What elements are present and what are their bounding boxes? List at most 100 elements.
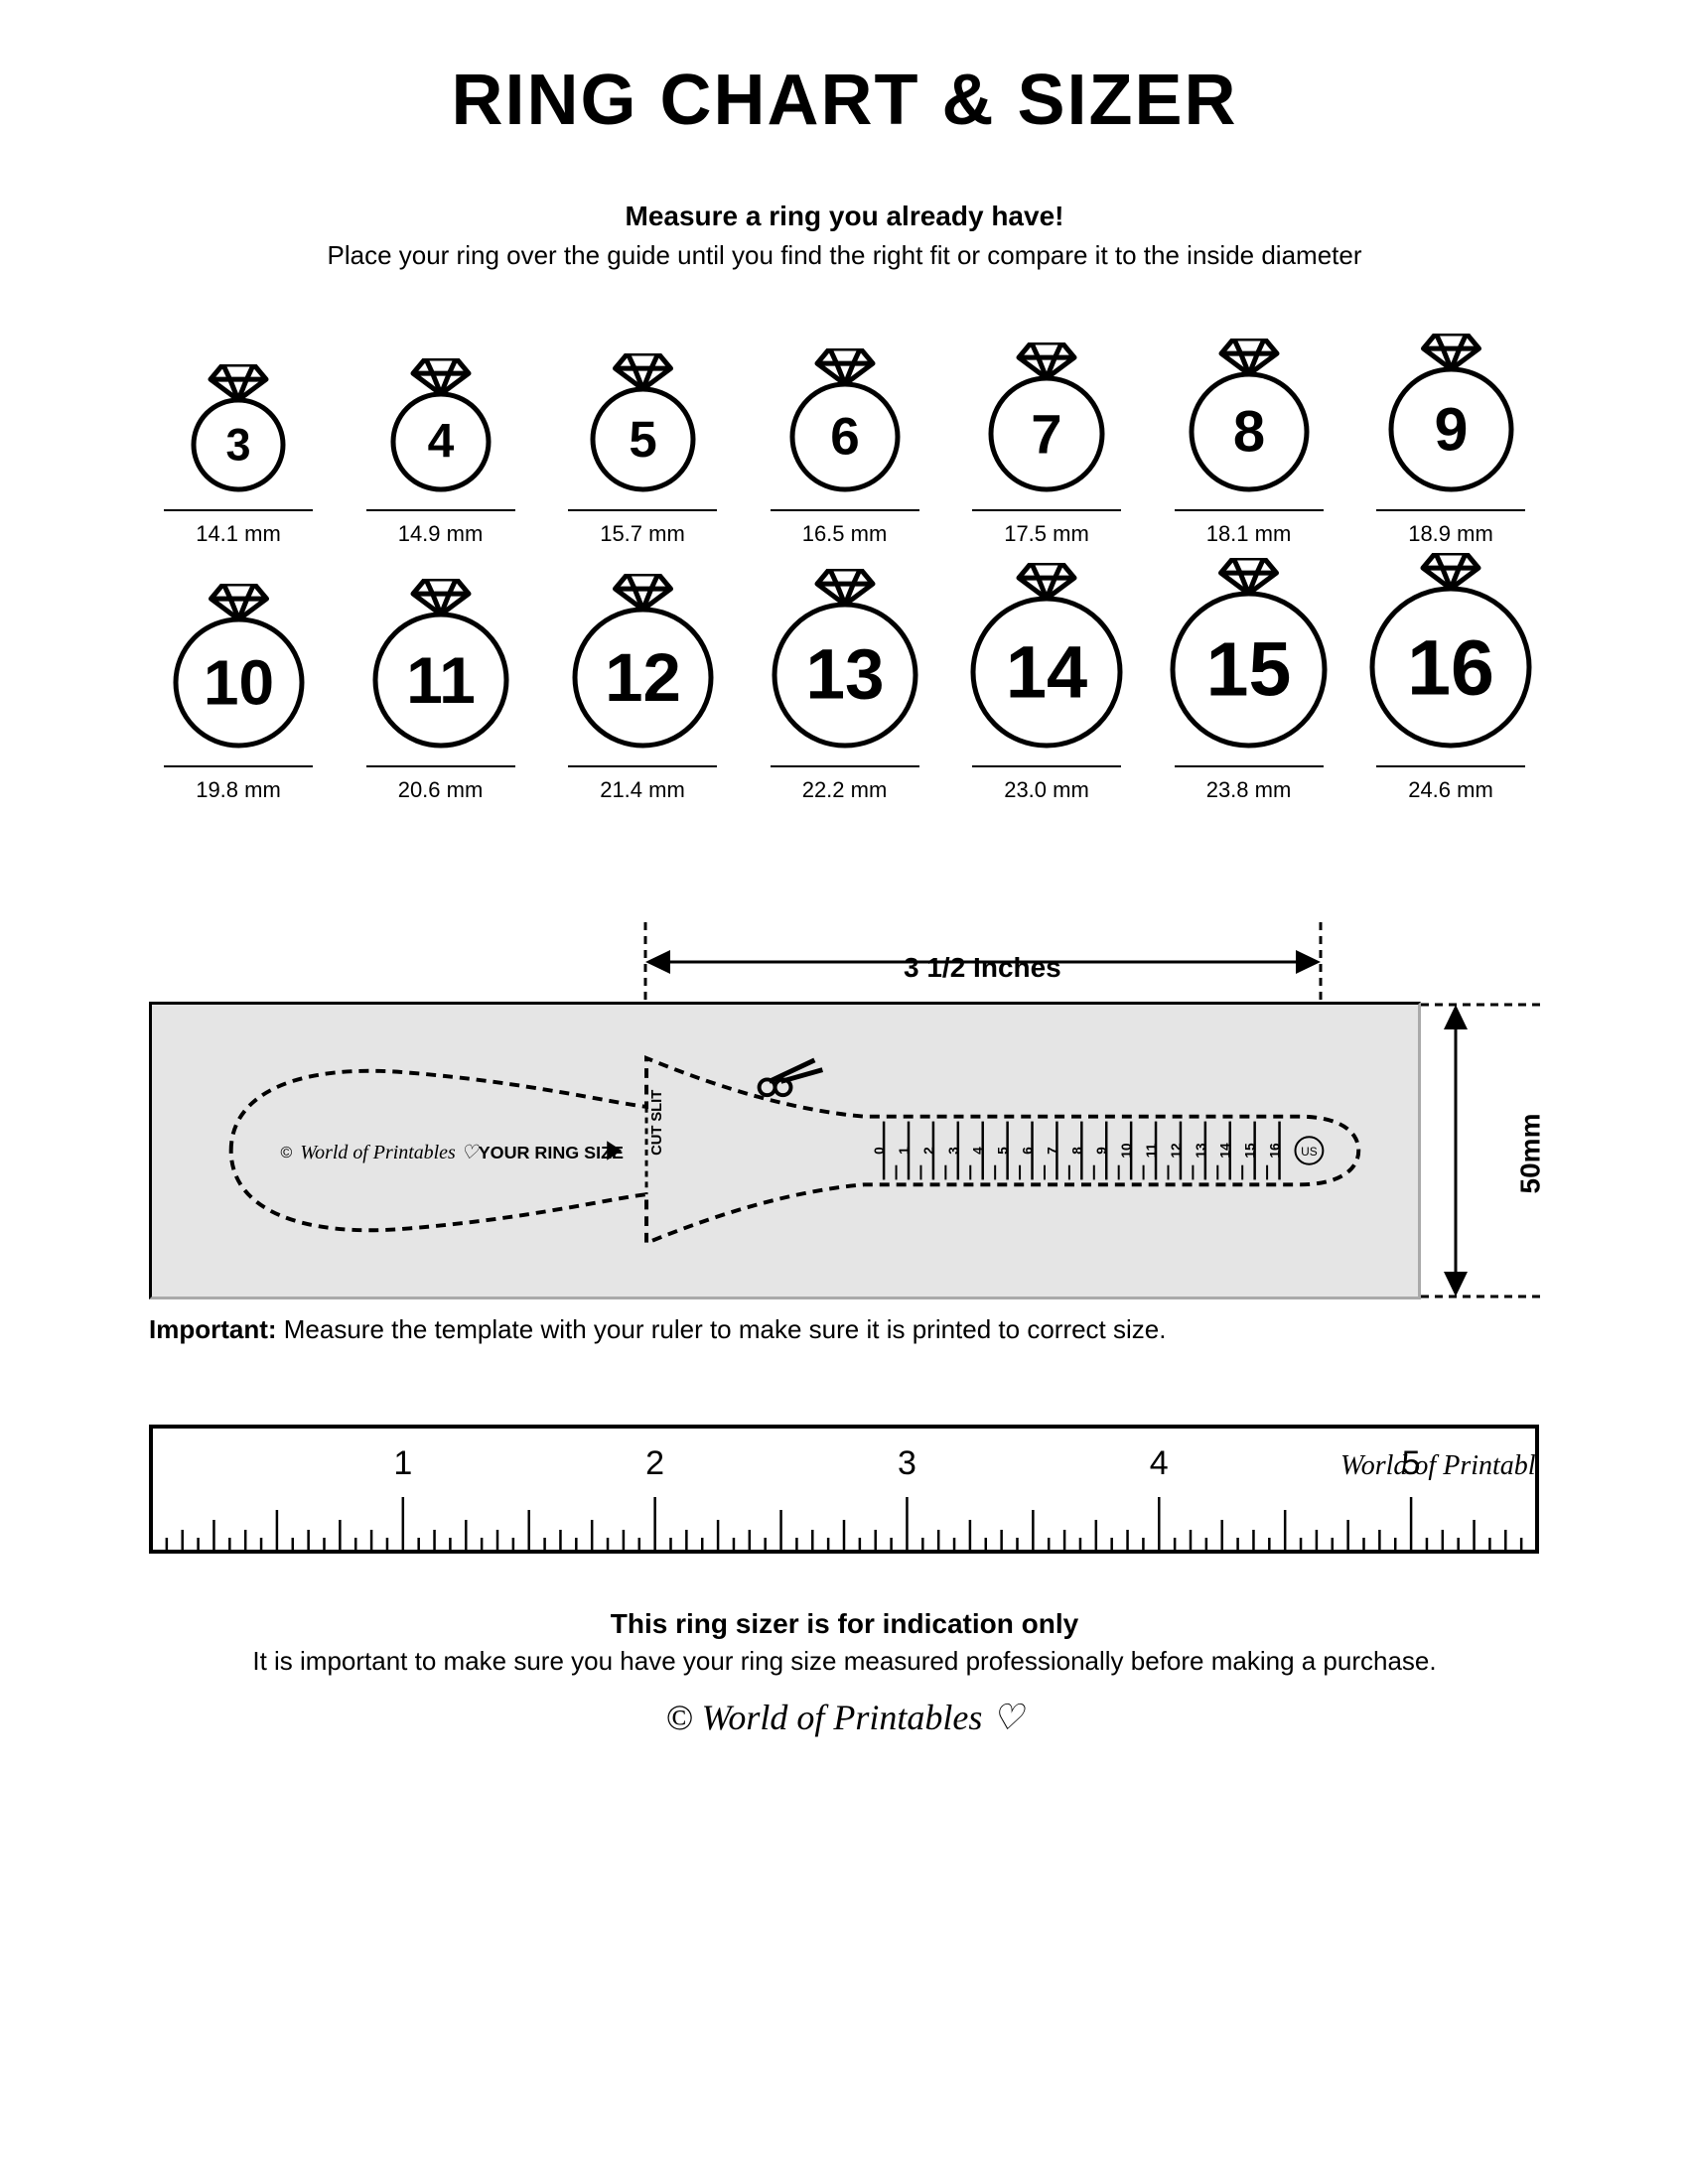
divider-line xyxy=(972,509,1121,511)
ring-size-grid: 3 14.1 mm 4 14.9 mm xyxy=(149,321,1540,803)
ring-icon: 11 xyxy=(365,577,516,755)
divider-line xyxy=(1376,509,1525,511)
ruler-brand: World of Printables ♡ xyxy=(1340,1450,1539,1481)
svg-text:9: 9 xyxy=(1434,396,1468,464)
divider-line xyxy=(366,765,515,767)
svg-text:14: 14 xyxy=(1006,631,1087,714)
svg-text:7: 7 xyxy=(1044,1147,1059,1155)
ring-icon: 3 xyxy=(184,321,293,499)
svg-text:11: 11 xyxy=(406,643,476,717)
ring-size-cell: 6 16.5 mm xyxy=(756,321,934,547)
footer-heading: This ring sizer is for indication only xyxy=(149,1608,1540,1640)
svg-text:6: 6 xyxy=(830,408,859,467)
svg-text:15: 15 xyxy=(1242,1143,1258,1159)
divider-line xyxy=(366,509,515,511)
sizer-scale: 012345678910111213141516 xyxy=(871,1122,1283,1180)
ring-diameter-label: 14.1 mm xyxy=(196,521,281,547)
sizer-cutout-svg: © World of Printables ♡ YOUR RING SIZE C… xyxy=(152,1005,1418,1297)
ring-diameter-label: 20.6 mm xyxy=(398,777,484,803)
ring-diameter-label: 19.8 mm xyxy=(196,777,281,803)
ring-diameter-label: 14.9 mm xyxy=(398,521,484,547)
ring-icon: 7 xyxy=(981,321,1112,499)
ring-icon: 8 xyxy=(1182,321,1317,499)
ring-icon: 16 xyxy=(1362,577,1539,755)
svg-text:7: 7 xyxy=(1031,403,1061,466)
ring-diameter-label: 21.4 mm xyxy=(600,777,685,803)
svg-text:5: 5 xyxy=(629,411,656,468)
svg-text:4: 4 xyxy=(427,416,454,469)
ring-size-cell: 3 14.1 mm xyxy=(149,321,328,547)
ring-icon: 15 xyxy=(1163,577,1335,755)
ring-size-cell: 11 20.6 mm xyxy=(352,577,530,803)
divider-line xyxy=(771,509,919,511)
ring-diameter-label: 15.7 mm xyxy=(600,521,685,547)
divider-line xyxy=(771,765,919,767)
side-dimension: 50mm xyxy=(1421,1002,1540,1304)
ring-icon: 10 xyxy=(166,577,312,755)
svg-text:8: 8 xyxy=(1068,1147,1084,1155)
svg-text:12: 12 xyxy=(605,639,681,716)
ring-diameter-label: 17.5 mm xyxy=(1004,521,1089,547)
top-dimension-line xyxy=(149,922,1539,1002)
divider-line xyxy=(568,509,717,511)
ring-size-cell: 7 17.5 mm xyxy=(957,321,1136,547)
ring-size-cell: 5 15.7 mm xyxy=(553,321,732,547)
svg-text:3: 3 xyxy=(898,1444,916,1482)
ring-icon: 6 xyxy=(782,321,908,499)
ring-size-cell: 14 23.0 mm xyxy=(957,577,1136,803)
svg-text:16: 16 xyxy=(1407,623,1494,712)
ring-icon: 12 xyxy=(565,577,721,755)
footer-text: It is important to make sure you have yo… xyxy=(149,1646,1540,1677)
ring-icon: 13 xyxy=(765,577,925,755)
ring-size-cell: 15 23.8 mm xyxy=(1160,577,1338,803)
ring-diameter-label: 23.8 mm xyxy=(1206,777,1292,803)
top-dimension-label: 3 1/2 Inches xyxy=(904,952,1061,984)
important-text: Measure the template with your ruler to … xyxy=(277,1314,1167,1344)
ring-size-cell: 16 24.6 mm xyxy=(1361,577,1540,803)
ring-size-cell: 4 14.9 mm xyxy=(352,321,530,547)
subtitle-block: Measure a ring you already have! Place y… xyxy=(149,201,1540,271)
divider-line xyxy=(164,509,313,511)
ring-size-cell: 10 19.8 mm xyxy=(149,577,328,803)
sizer-section: 3 1/2 Inches © World of Printables ♡ YOU… xyxy=(149,922,1540,1345)
svg-text:0: 0 xyxy=(871,1147,887,1155)
ring-diameter-label: 24.6 mm xyxy=(1408,777,1493,803)
footer-block: This ring sizer is for indication only I… xyxy=(149,1608,1540,1738)
svg-text:6: 6 xyxy=(1019,1147,1035,1155)
ring-size-cell: 12 21.4 mm xyxy=(553,577,732,803)
svg-text:10: 10 xyxy=(1118,1143,1134,1159)
ring-diameter-label: 16.5 mm xyxy=(802,521,888,547)
footer-brand: © World of Printables ♡ xyxy=(149,1697,1540,1738)
sizer-top-dimension: 3 1/2 Inches xyxy=(149,922,1540,1002)
svg-text:2: 2 xyxy=(645,1444,664,1482)
ring-diameter-label: 23.0 mm xyxy=(1004,777,1089,803)
ruler-section: 12345 World of Printables ♡ xyxy=(149,1425,1540,1559)
svg-text:4: 4 xyxy=(970,1147,986,1155)
ring-icon: 5 xyxy=(583,321,703,499)
page-title: RING CHART & SIZER xyxy=(149,60,1540,141)
svg-text:13: 13 xyxy=(805,636,884,715)
ring-size-cell: 8 18.1 mm xyxy=(1160,321,1338,547)
svg-text:8: 8 xyxy=(1232,400,1264,465)
svg-text:11: 11 xyxy=(1143,1143,1159,1158)
copyright-icon: © xyxy=(280,1145,292,1161)
svg-text:3: 3 xyxy=(945,1147,961,1155)
svg-text:3: 3 xyxy=(225,420,250,471)
sizer-cutout-box: © World of Printables ♡ YOUR RING SIZE C… xyxy=(149,1002,1421,1299)
us-label: US xyxy=(1301,1145,1318,1159)
subtitle-heading: Measure a ring you already have! xyxy=(149,201,1540,232)
ring-diameter-label: 18.9 mm xyxy=(1408,521,1493,547)
your-ring-size-label: YOUR RING SIZE xyxy=(479,1143,624,1162)
svg-text:9: 9 xyxy=(1093,1147,1109,1155)
ring-icon: 9 xyxy=(1381,321,1521,499)
ring-diameter-label: 18.1 mm xyxy=(1206,521,1292,547)
svg-text:10: 10 xyxy=(203,647,273,719)
svg-text:13: 13 xyxy=(1193,1143,1208,1159)
svg-text:15: 15 xyxy=(1206,627,1292,713)
svg-text:5: 5 xyxy=(995,1147,1011,1155)
side-dimension-label: 50mm xyxy=(1514,1113,1546,1193)
divider-line xyxy=(972,765,1121,767)
svg-text:16: 16 xyxy=(1266,1143,1282,1159)
svg-text:2: 2 xyxy=(920,1147,936,1155)
ring-icon: 4 xyxy=(383,321,498,499)
